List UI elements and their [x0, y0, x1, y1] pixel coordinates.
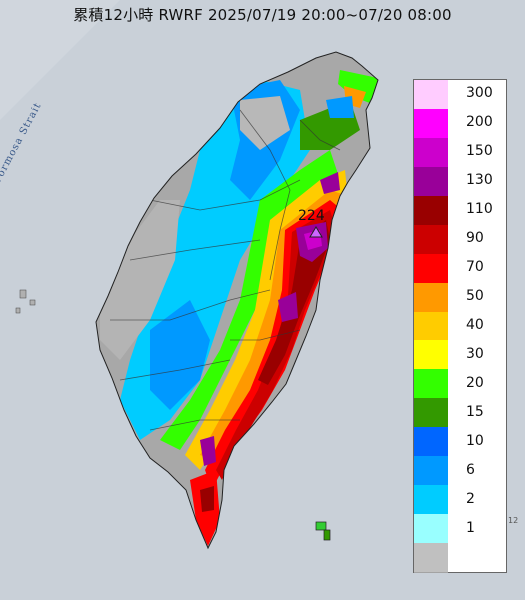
legend-swatch	[414, 427, 448, 458]
legend-swatch	[414, 514, 448, 545]
legend-label: 300	[466, 85, 493, 102]
legend-swatch	[414, 340, 448, 371]
legend-swatch	[414, 485, 448, 516]
legend-label: 1	[466, 519, 475, 536]
legend-label: 6	[466, 461, 475, 478]
legend-swatch	[414, 80, 448, 110]
legend-swatch	[414, 543, 448, 573]
legend-label: 2	[466, 490, 475, 507]
legend-swatch	[414, 282, 448, 313]
legend-label: 150	[466, 143, 493, 160]
legend-label: 200	[466, 114, 493, 131]
legend-swatch	[414, 398, 448, 429]
legend-label: 130	[466, 172, 493, 189]
legend-label: 15	[466, 403, 484, 420]
legend-swatch	[414, 166, 448, 197]
legend-label: 20	[466, 374, 484, 391]
legend-swatch	[414, 369, 448, 400]
legend-label: 30	[466, 345, 484, 362]
legend-label: 110	[466, 201, 493, 218]
legend-swatch	[414, 253, 448, 284]
edge-label: 12	[508, 516, 519, 525]
triangle-icon	[309, 226, 323, 238]
rainfall-legend: 300 200 150 130 110 90 70 50 40 30 20 15 10 6 2 1	[413, 79, 507, 573]
max-rainfall-value: 224	[298, 208, 325, 224]
legend-swatch	[414, 137, 448, 168]
legend-label: 50	[466, 288, 484, 305]
legend-swatch	[414, 224, 448, 255]
penghu-islands	[15, 289, 36, 314]
legend-label: 70	[466, 259, 484, 276]
legend-swatch	[414, 195, 448, 226]
southeast-islands	[315, 521, 331, 541]
legend-swatch	[414, 456, 448, 487]
page-title: 累積12小時 RWRF 2025/07/19 20:00~07/20 08:00	[73, 6, 452, 24]
legend-swatch	[414, 311, 448, 342]
legend-label: 10	[466, 432, 484, 449]
legend-label: 90	[466, 230, 484, 247]
legend-swatch	[414, 108, 448, 139]
legend-label: 40	[466, 317, 484, 333]
